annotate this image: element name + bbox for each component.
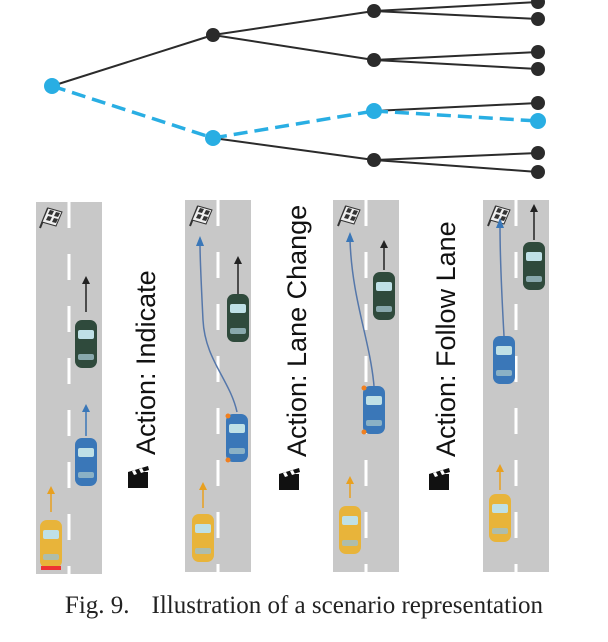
tree-node [531,96,545,110]
tree-node [531,0,545,9]
arrow-head [234,256,242,264]
tree-edge [212,34,375,61]
arrow-head [496,464,504,472]
arrow-head [530,204,538,212]
arrow-head [82,404,90,412]
selected-path-edge [51,84,214,140]
selected-path-edge [373,109,539,123]
tree-node [367,4,381,18]
tree-node [367,53,381,67]
tree-edge [373,10,539,20]
indicator-light [361,429,367,435]
decision-tree [44,0,546,179]
ego-car [363,386,385,434]
tree-node [531,12,545,26]
action-lane-change: Action: Lane Change [279,205,312,490]
clapper-icon [128,466,149,488]
arrow-head [199,482,207,490]
tree-edge [373,1,539,12]
tree-node [531,146,545,160]
tree-node [206,28,220,42]
arrow-head [380,240,388,248]
arrow-head [496,218,504,228]
tree-edge [212,10,375,36]
tree-edge [51,34,214,87]
clapper-icon [279,468,300,490]
action-label: Action: Indicate [131,270,161,455]
scenario-panel-2 [185,200,251,572]
arrow-head [346,232,354,242]
indicator-light [225,413,231,419]
action-indicate: Action: Indicate [128,270,161,488]
scenario-panel-1 [36,202,102,574]
rear-car [192,514,214,562]
selected-node [530,113,546,129]
action-label: Action: Follow Lane [431,221,461,457]
lead-car [75,320,97,368]
arrow-head [196,236,204,246]
rear-car [339,506,361,554]
figure-number: Fig. 9. [64,592,130,619]
ego-car [75,438,97,486]
tree-node [531,165,545,179]
indicator-light [361,385,367,391]
tree-node [531,45,545,59]
ego-car [226,414,248,462]
arrow-head [47,486,55,494]
tree-edge [373,59,539,70]
ego-car [493,336,515,384]
rear-car [40,520,62,568]
tree-edge [373,152,539,161]
brake-lights [41,566,61,570]
tree-node [367,153,381,167]
lead-car [523,242,545,290]
arrow-head [346,476,354,484]
rear-car [489,494,511,542]
tree-edge [212,137,375,161]
caption-text: Illustration of a scenario representatio… [151,592,544,619]
trajectory-path [499,225,505,337]
action-follow-lane: Action: Follow Lane [429,221,461,490]
selected-node [366,103,382,119]
tree-edge [373,51,539,61]
lead-car [227,294,249,342]
scenario-panel-4 [483,200,549,572]
selected-node [205,130,221,146]
tree-edge [373,159,539,173]
clapper-icon [429,468,450,490]
root-node [44,78,60,94]
tree-node [531,62,545,76]
scenario-panel-3 [333,200,399,572]
indicator-light [225,457,231,463]
selected-path-edge [212,109,375,140]
arrow-head [82,276,90,284]
trajectory-path [199,243,238,413]
trajectory-path [349,239,375,387]
tree-edge [373,102,539,112]
lead-car [373,272,395,320]
figure-caption: Fig. 9. Illustration of a scenario repres… [0,592,608,620]
action-label: Action: Lane Change [282,205,312,457]
